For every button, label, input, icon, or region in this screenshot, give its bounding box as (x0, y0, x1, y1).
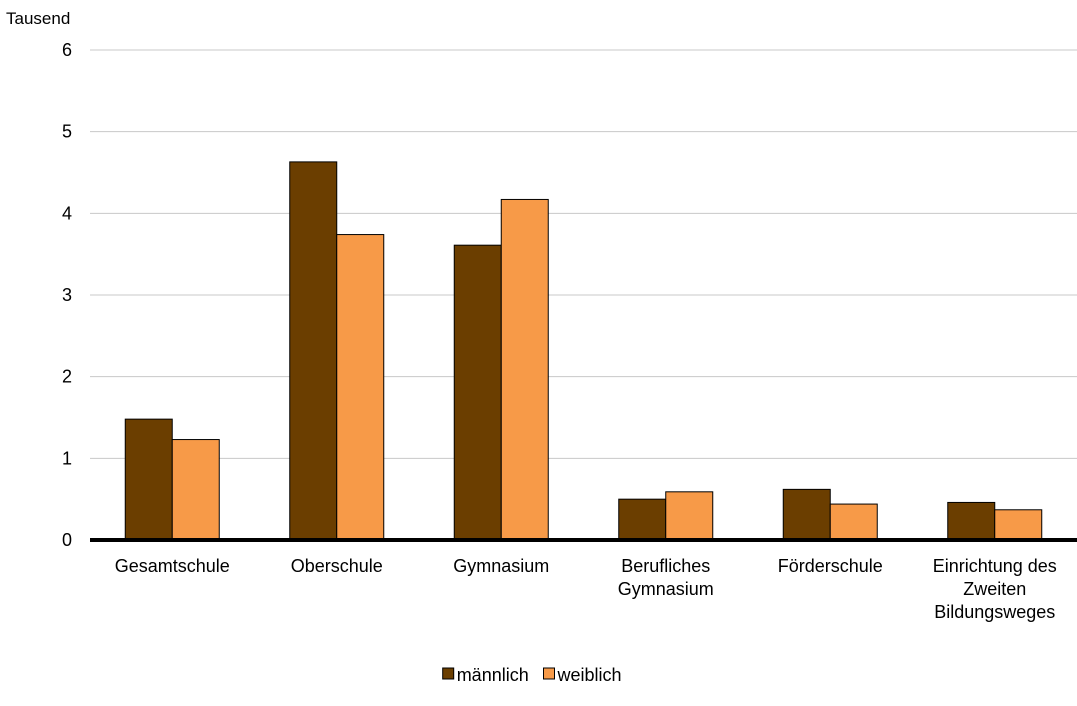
x-category-label-line: Gymnasium (618, 579, 714, 599)
x-category-label: Gymnasium (453, 556, 549, 576)
x-category-label: Einrichtung des Zweiten Bildungsweges (933, 556, 1057, 622)
y-axis-tick-labels: 0 1 2 3 4 5 6 (62, 40, 72, 550)
y-tick-label: 1 (62, 448, 72, 468)
x-category-label: Gesamtschule (115, 556, 230, 576)
y-tick-label: 5 (62, 122, 72, 142)
x-axis-category-labels: Gesamtschule Oberschule Gymnasium Beruflich… (115, 556, 1057, 622)
y-tick-label: 4 (62, 203, 72, 223)
legend-swatch-weiblich (543, 667, 555, 680)
bar-männlich-1 (289, 161, 338, 541)
y-tick-label: 2 (62, 367, 72, 387)
legend-label-männlich: männlich (457, 665, 529, 685)
x-category-label-line: Berufliches (621, 556, 710, 576)
bar-männlich-2 (453, 244, 502, 541)
bar-männlich-4 (782, 488, 831, 541)
y-tick-label: 3 (62, 285, 72, 305)
y-axis-unit-label: Tausend (6, 9, 70, 28)
bar-männlich-3 (618, 498, 667, 541)
legend-swatch-männlich (442, 667, 455, 680)
x-category-label-line: Einrichtung des (933, 556, 1057, 576)
bar-männlich-5 (947, 501, 996, 541)
bar-weiblich-3 (665, 491, 714, 541)
x-category-label-line: Gesamtschule (115, 556, 230, 576)
bar-weiblich-5 (994, 509, 1043, 541)
x-category-label-line: Oberschule (291, 556, 383, 576)
legend: männlich weiblich (442, 665, 622, 685)
bars (124, 161, 1043, 541)
x-category-label-line: Bildungsweges (934, 602, 1055, 622)
y-tick-label: 6 (62, 40, 72, 60)
bar-weiblich-2 (500, 198, 549, 541)
bar-weiblich-1 (336, 234, 385, 541)
gridlines (90, 49, 1077, 459)
x-category-label: Oberschule (291, 556, 383, 576)
y-tick-label: 0 (62, 530, 72, 550)
x-category-label: Berufliches Gymnasium (618, 556, 714, 599)
bar-weiblich-4 (829, 503, 878, 541)
x-category-label: Förderschule (778, 556, 883, 576)
x-category-label-line: Gymnasium (453, 556, 549, 576)
x-category-label-line: Förderschule (778, 556, 883, 576)
legend-label-weiblich: weiblich (557, 665, 622, 685)
bar-weiblich-0 (171, 439, 220, 541)
bar-männlich-0 (124, 418, 173, 541)
x-category-label-line: Zweiten (963, 579, 1026, 599)
